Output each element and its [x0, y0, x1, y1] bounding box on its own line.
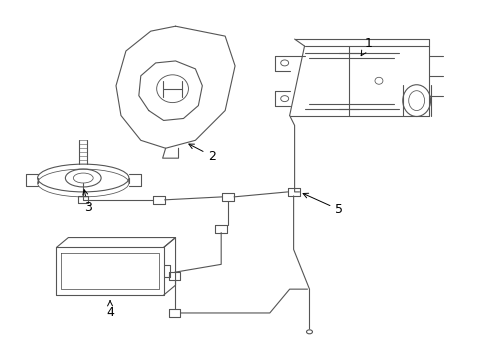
Text: 3: 3: [82, 190, 92, 214]
Text: 2: 2: [188, 144, 216, 163]
Text: 4: 4: [106, 301, 114, 319]
Text: 5: 5: [303, 193, 343, 216]
Text: 1: 1: [361, 37, 372, 56]
